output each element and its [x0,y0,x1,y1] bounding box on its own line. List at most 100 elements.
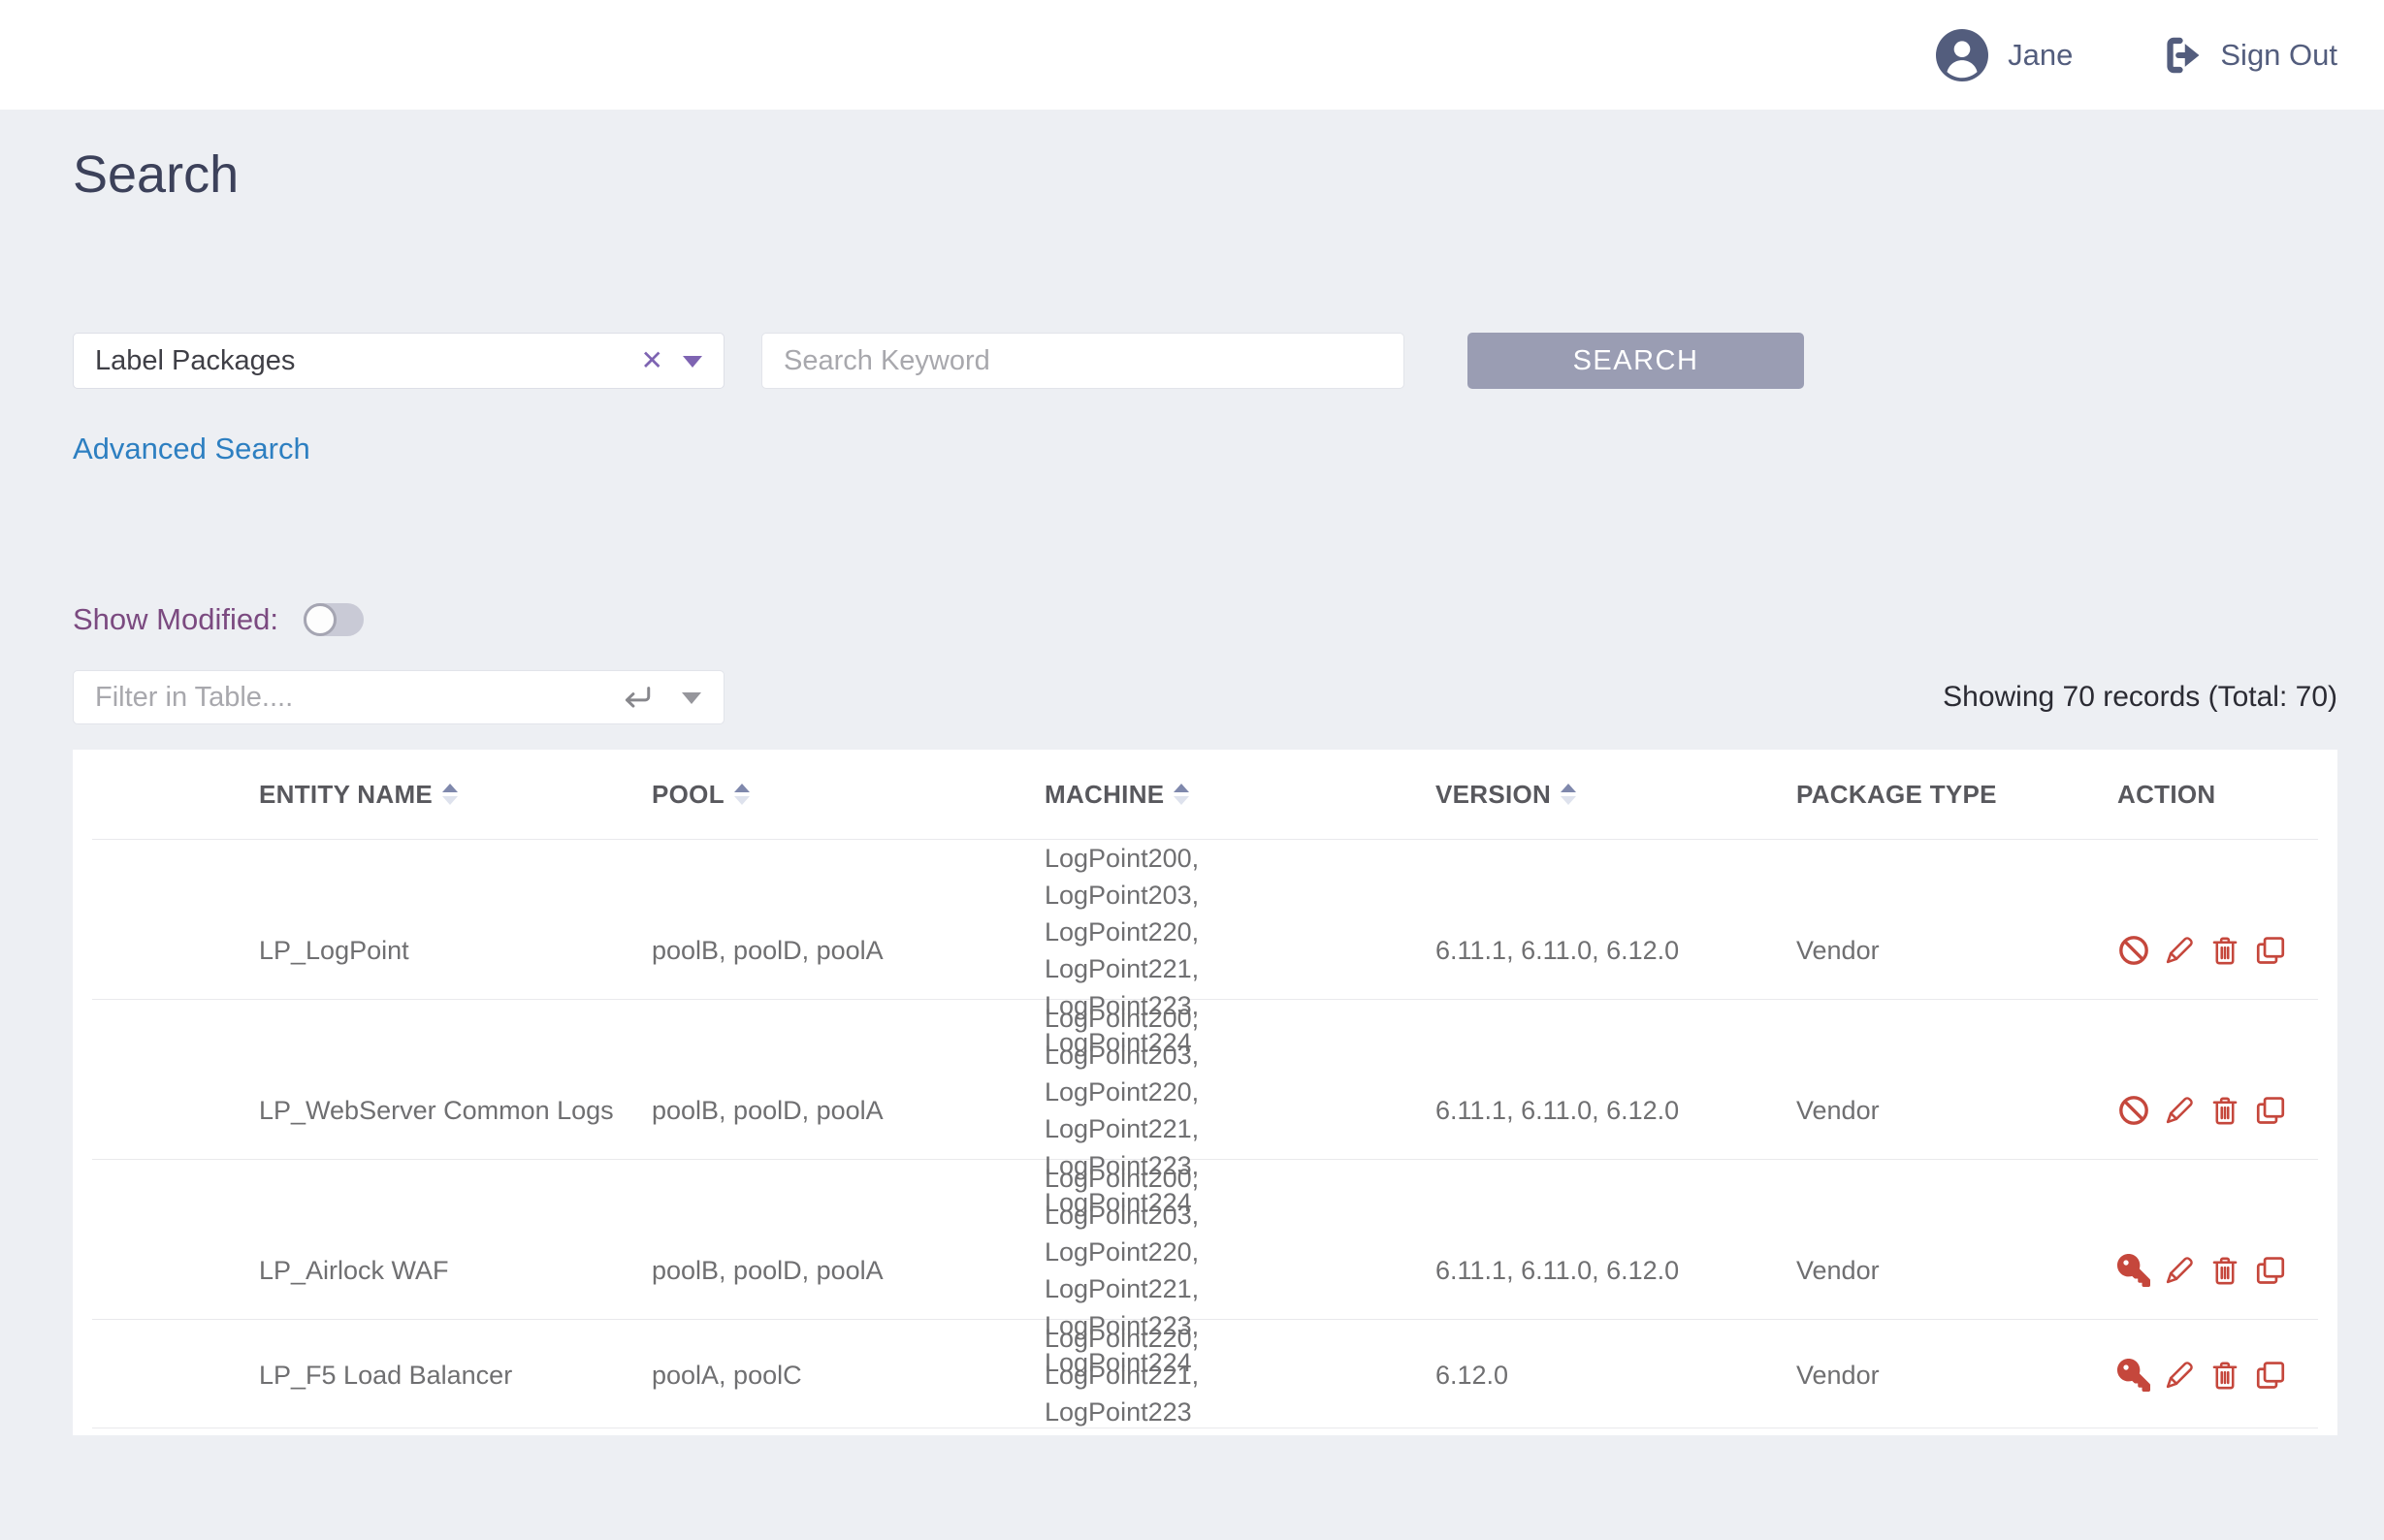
cell-machine: LogPoint220, LogPoint221, LogPoint223 [1045,1320,1369,1430]
main-content: Search Label Packages ✕ SEARCH Advanced … [0,144,2384,1435]
column-header-machine[interactable]: MACHINE [1045,780,1435,810]
cell-pool: poolA, poolC [652,1357,1045,1394]
search-category-select[interactable]: Label Packages ✕ [73,333,725,389]
table-row: LP_WebServer Common LogspoolB, poolD, po… [92,1000,2318,1160]
filter-row: Showing 70 records (Total: 70) [73,670,2337,724]
sign-out-label: Sign Out [2220,38,2337,73]
edit-icon [2163,934,2196,967]
ban-icon [2117,934,2150,967]
cell-pool: poolB, poolD, poolA [652,932,1045,969]
search-button[interactable]: SEARCH [1467,333,1804,389]
ban-action-button[interactable] [2117,934,2150,967]
column-header-entity-name[interactable]: ENTITY NAME [259,780,652,810]
delete-icon [2208,1094,2241,1127]
show-modified-label: Show Modified: [73,602,278,637]
column-header-label: ACTION [2117,780,2215,810]
cell-entity-name: LP_WebServer Common Logs [259,1092,652,1129]
column-header-label: MACHINE [1045,780,1164,810]
action-cell [2117,1359,2318,1392]
copy-action-button[interactable] [2254,934,2287,967]
cell-package-type: Vendor [1796,1357,2117,1394]
sort-icon[interactable] [1561,784,1576,805]
advanced-search-link[interactable]: Advanced Search [73,432,310,466]
column-header-pool[interactable]: POOL [652,780,1045,810]
enter-key-icon[interactable] [620,681,653,714]
delete-action-button[interactable] [2208,934,2241,967]
cell-version: 6.11.1, 6.11.0, 6.12.0 [1435,1092,1796,1129]
delete-icon [2208,1254,2241,1287]
copy-action-button[interactable] [2254,1359,2287,1392]
table-filter [73,670,725,724]
clear-selection-icon[interactable]: ✕ [641,347,663,374]
show-modified-toggle[interactable] [304,603,364,636]
search-keyword-input[interactable] [761,333,1404,389]
column-header-action: ACTION [2117,780,2318,810]
page-title: Search [73,144,2337,205]
copy-icon [2254,934,2287,967]
delete-action-button[interactable] [2208,1094,2241,1127]
delete-icon [2208,934,2241,967]
table-header: ENTITY NAME POOL MACHINE VERSION PACKAGE TYP… [92,750,2318,840]
column-header-label: ENTITY NAME [259,780,433,810]
edit-action-button[interactable] [2163,934,2196,967]
column-header-package-type: PACKAGE TYPE [1796,780,2117,810]
action-cell [2117,934,2318,967]
cell-version: 6.11.1, 6.11.0, 6.12.0 [1435,932,1796,969]
copy-action-button[interactable] [2254,1094,2287,1127]
table-row: LP_F5 Load BalancerpoolA, poolCLogPoint2… [92,1320,2318,1428]
delete-action-button[interactable] [2208,1254,2241,1287]
action-cell [2117,1254,2318,1287]
caret-down-icon[interactable] [683,356,702,368]
cell-entity-name: LP_F5 Load Balancer [259,1357,652,1394]
ban-icon [2117,1094,2150,1127]
user-avatar-icon [1936,29,1988,81]
cell-pool: poolB, poolD, poolA [652,1252,1045,1289]
top-bar: Jane Sign Out [0,0,2384,110]
edit-action-button[interactable] [2163,1359,2196,1392]
records-summary: Showing 70 records (Total: 70) [1943,681,2337,714]
key-action-button[interactable] [2117,1254,2150,1287]
cell-package-type: Vendor [1796,1252,2117,1289]
edit-icon [2163,1094,2196,1127]
edit-action-button[interactable] [2163,1094,2196,1127]
action-cell [2117,1094,2318,1127]
show-modified-row: Show Modified: [73,602,2337,637]
sort-icon[interactable] [442,784,458,805]
cell-entity-name: LP_Airlock WAF [259,1252,652,1289]
cell-entity-name: LP_LogPoint [259,932,652,969]
search-controls: Label Packages ✕ SEARCH [73,333,2337,389]
column-header-label: POOL [652,780,725,810]
key-icon [2117,1254,2150,1287]
results-card: ENTITY NAME POOL MACHINE VERSION PACKAGE TYP… [73,750,2337,1435]
column-header-label: VERSION [1435,780,1551,810]
key-action-button[interactable] [2117,1359,2150,1392]
sign-out-icon [2162,35,2205,76]
sort-icon[interactable] [734,784,750,805]
table-body: LP_LogPointpoolB, poolD, poolALogPoint20… [92,840,2318,1428]
copy-icon [2254,1254,2287,1287]
edit-icon [2163,1359,2196,1392]
column-header-label: PACKAGE TYPE [1796,780,1997,810]
delete-icon [2208,1359,2241,1392]
user-menu[interactable]: Jane [1936,29,2073,81]
cell-package-type: Vendor [1796,932,2117,969]
copy-icon [2254,1359,2287,1392]
edit-action-button[interactable] [2163,1254,2196,1287]
cell-version: 6.11.1, 6.11.0, 6.12.0 [1435,1252,1796,1289]
toggle-knob [304,603,337,636]
copy-icon [2254,1094,2287,1127]
table-row: LP_Airlock WAFpoolB, poolD, poolALogPoin… [92,1160,2318,1320]
edit-icon [2163,1254,2196,1287]
copy-action-button[interactable] [2254,1254,2287,1287]
key-icon [2117,1359,2150,1392]
caret-down-icon[interactable] [682,692,701,704]
sort-icon[interactable] [1174,784,1189,805]
results-table: ENTITY NAME POOL MACHINE VERSION PACKAGE TYP… [92,750,2318,1428]
sign-out-button[interactable]: Sign Out [2162,35,2337,76]
delete-action-button[interactable] [2208,1359,2241,1392]
column-header-version[interactable]: VERSION [1435,780,1796,810]
cell-package-type: Vendor [1796,1092,2117,1129]
ban-action-button[interactable] [2117,1094,2150,1127]
search-category-value: Label Packages [95,345,295,377]
cell-version: 6.12.0 [1435,1357,1796,1394]
